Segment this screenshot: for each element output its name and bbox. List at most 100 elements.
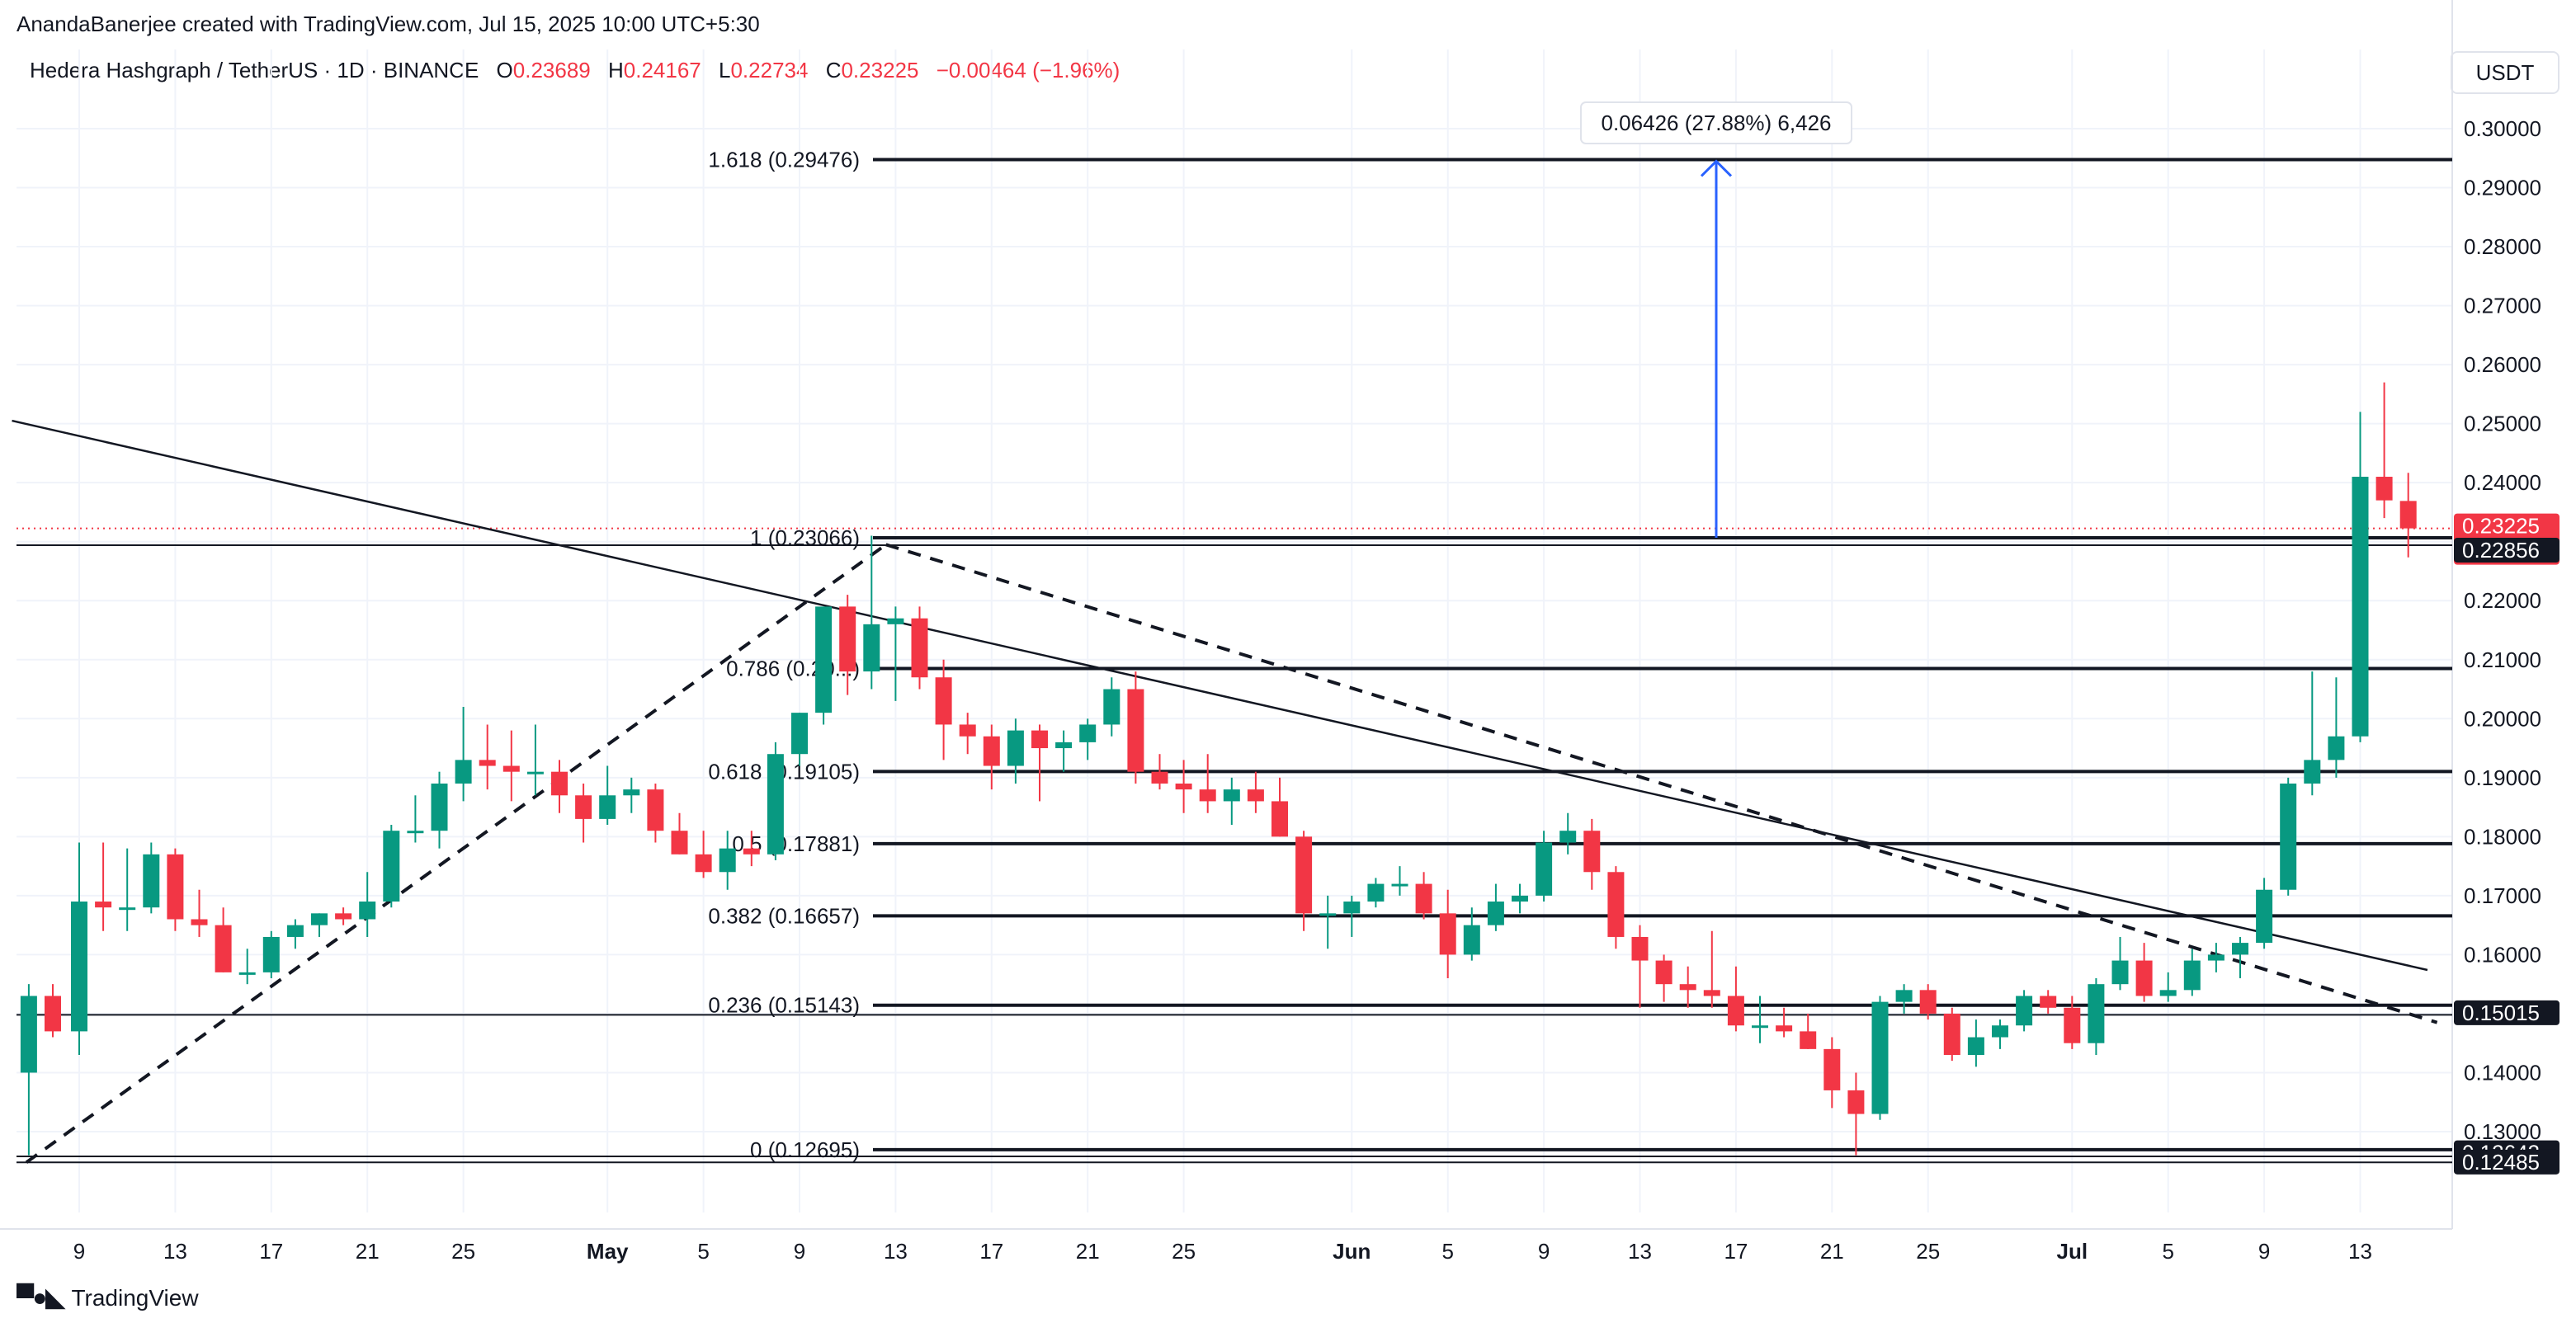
- candle-down[interactable]: [1031, 730, 1048, 749]
- candle-up[interactable]: [2352, 477, 2369, 737]
- candle-down[interactable]: [959, 724, 976, 737]
- tradingview-logo[interactable]: ▀●◣ TradingView: [17, 1283, 199, 1312]
- candle-down[interactable]: [647, 789, 664, 831]
- candle-down[interactable]: [551, 771, 568, 796]
- candle-up[interactable]: [887, 618, 904, 624]
- candle-up[interactable]: [311, 913, 328, 925]
- candle-down[interactable]: [479, 760, 496, 766]
- candle-down[interactable]: [2375, 477, 2393, 501]
- candle-up[interactable]: [1223, 789, 1240, 802]
- candle-down[interactable]: [44, 996, 61, 1032]
- candle-up[interactable]: [238, 972, 256, 975]
- candle-down[interactable]: [2064, 1007, 2081, 1043]
- candle-down[interactable]: [671, 831, 688, 855]
- candle-down[interactable]: [1727, 996, 1744, 1026]
- candle-down[interactable]: [2135, 960, 2153, 996]
- candle-down[interactable]: [1631, 936, 1649, 961]
- symbol-name[interactable]: Hedera Hashgraph / TetherUS · 1D · BINAN…: [30, 58, 479, 82]
- candle-down[interactable]: [1127, 689, 1144, 772]
- candle-up[interactable]: [1536, 842, 1553, 896]
- candle-down[interactable]: [575, 795, 592, 819]
- trendline[interactable]: [12, 419, 2428, 972]
- candle-down[interactable]: [935, 677, 952, 725]
- candle-down[interactable]: [1583, 831, 1601, 873]
- candle-down[interactable]: [911, 618, 928, 678]
- candle-up[interactable]: [2232, 943, 2248, 955]
- candle-up[interactable]: [623, 789, 640, 796]
- candle-down[interactable]: [1823, 1048, 1841, 1090]
- candle-up[interactable]: [719, 848, 736, 873]
- candle-up[interactable]: [2328, 736, 2345, 760]
- candle-up[interactable]: [286, 925, 304, 937]
- candle-down[interactable]: [839, 606, 856, 672]
- candle-down[interactable]: [1415, 883, 1432, 914]
- candle-up[interactable]: [599, 795, 616, 819]
- candle-up[interactable]: [2016, 996, 2033, 1026]
- candle-down[interactable]: [1271, 801, 1288, 837]
- candle-up[interactable]: [20, 996, 37, 1073]
- candle-up[interactable]: [1871, 1001, 1889, 1114]
- candle-up[interactable]: [2088, 984, 2105, 1043]
- candle-up[interactable]: [2159, 990, 2177, 996]
- candle-up[interactable]: [863, 624, 880, 672]
- candle-down[interactable]: [215, 925, 232, 972]
- candle-up[interactable]: [1512, 895, 1528, 902]
- candle-down[interactable]: [1703, 990, 1720, 996]
- candle-up[interactable]: [815, 606, 833, 713]
- candle-up[interactable]: [1967, 1037, 1984, 1056]
- candle-down[interactable]: [1655, 960, 1673, 985]
- candle-down[interactable]: [1175, 783, 1192, 790]
- candle-down[interactable]: [1943, 1013, 1960, 1056]
- candle-up[interactable]: [1007, 730, 1024, 766]
- candle-up[interactable]: [2304, 760, 2321, 784]
- candle-down[interactable]: [1151, 771, 1168, 784]
- candle-down[interactable]: [1247, 789, 1264, 802]
- candle-down[interactable]: [1439, 913, 1456, 955]
- candle-down[interactable]: [335, 913, 352, 920]
- candle-down[interactable]: [502, 765, 520, 772]
- candle-down[interactable]: [983, 736, 1000, 766]
- candle-down[interactable]: [1776, 1025, 1793, 1032]
- candle-down[interactable]: [1679, 984, 1696, 991]
- candle-down[interactable]: [1847, 1090, 1865, 1114]
- candle-up[interactable]: [262, 936, 280, 972]
- candle-down[interactable]: [1295, 836, 1313, 914]
- candle-up[interactable]: [1463, 925, 1480, 955]
- candle-down[interactable]: [191, 919, 208, 925]
- candle-up[interactable]: [2111, 960, 2129, 985]
- candle-up[interactable]: [1487, 902, 1504, 925]
- candle-up[interactable]: [1992, 1025, 2008, 1038]
- dashed-trendline-up[interactable]: [25, 543, 887, 1164]
- candle-down[interactable]: [1607, 872, 1625, 937]
- candle-up[interactable]: [119, 907, 136, 911]
- candle-up[interactable]: [1319, 913, 1337, 916]
- candle-up[interactable]: [1343, 902, 1361, 914]
- dashed-trendline-down[interactable]: [885, 543, 2438, 1024]
- candle-up[interactable]: [767, 754, 784, 855]
- candle-down[interactable]: [2399, 501, 2417, 529]
- candle-up[interactable]: [2207, 954, 2225, 961]
- candle-down[interactable]: [1199, 789, 1216, 802]
- candle-up[interactable]: [791, 713, 808, 755]
- candle-up[interactable]: [2183, 960, 2201, 991]
- candle-up[interactable]: [71, 902, 87, 1032]
- candle-up[interactable]: [1079, 724, 1097, 742]
- candle-up[interactable]: [2280, 783, 2297, 890]
- candle-down[interactable]: [695, 854, 712, 873]
- candle-up[interactable]: [359, 902, 376, 920]
- candle-down[interactable]: [167, 854, 184, 920]
- candle-up[interactable]: [455, 760, 472, 784]
- candle-up[interactable]: [2256, 889, 2273, 944]
- candle-up[interactable]: [1103, 689, 1121, 725]
- candle-down[interactable]: [1919, 990, 1937, 1014]
- candle-up[interactable]: [1895, 990, 1913, 1002]
- candle-up[interactable]: [383, 831, 400, 902]
- candle-up[interactable]: [1752, 1025, 1768, 1029]
- candle-up[interactable]: [526, 771, 544, 774]
- candle-up[interactable]: [1559, 831, 1577, 843]
- candle-up[interactable]: [431, 783, 448, 831]
- candle-up[interactable]: [1391, 883, 1408, 887]
- candle-up[interactable]: [1055, 742, 1073, 749]
- candle-up[interactable]: [407, 831, 424, 834]
